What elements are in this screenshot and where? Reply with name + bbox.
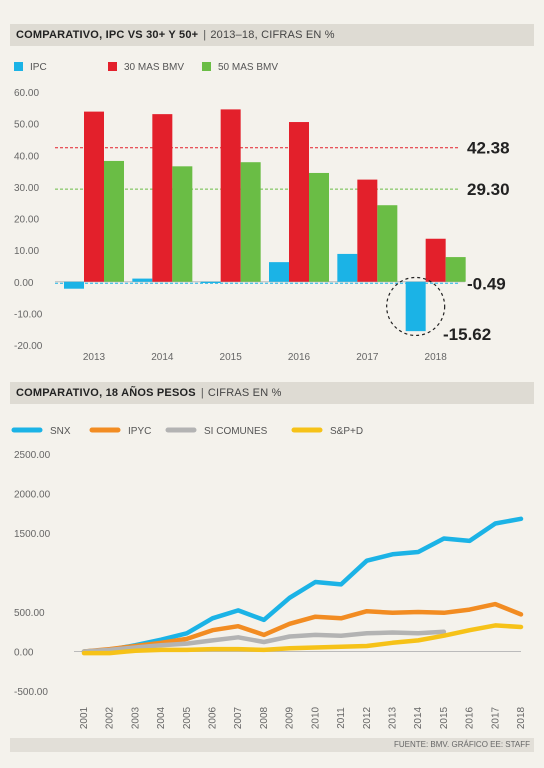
y-tick-label: 0.00	[14, 648, 34, 659]
bar-50-mas-bmv-2017	[377, 205, 398, 282]
reference-label: -0.49	[467, 274, 506, 293]
x-tick-label: 2015	[220, 352, 243, 363]
x-tick-label: 2014	[151, 352, 174, 363]
chart1-title: COMPARATIVO, IPC VS 30+ Y 50+	[16, 29, 199, 41]
x-tick-label: 2002	[105, 706, 116, 729]
y-tick-label: 40.00	[14, 151, 39, 162]
x-tick-label: 2016	[465, 706, 476, 729]
highlight-circle	[386, 276, 446, 337]
bar-ipc-2014	[132, 278, 153, 282]
x-tick-label: 2013	[387, 706, 398, 729]
chart1-subtitle: 2013–18, CIFRAS EN %	[210, 29, 335, 41]
legend-label: S&P+D	[330, 426, 363, 437]
bar-chart: IPC 30 MAS BMV 50 MAS BMV 60.00 50.00 40.00 30…	[14, 62, 510, 363]
series-line-si-comunes	[81, 629, 447, 654]
x-tick-label: 2004	[156, 706, 167, 729]
x-tick-label: 2006	[208, 706, 219, 729]
title-separator: |	[200, 387, 204, 399]
source-note: FUENTE: BMV. GRÁFICO EE: STAFF	[10, 738, 534, 752]
legend-label: SNX	[50, 426, 71, 437]
bar-30-mas-bmv-2013	[84, 111, 104, 282]
legend-swatch-30-mas-bmv	[108, 62, 117, 71]
y-tick-label: 2500.00	[14, 450, 51, 461]
title-separator: |	[203, 29, 207, 41]
bar-ipc-2016	[269, 262, 289, 282]
x-tick-label: 2010	[310, 706, 321, 729]
bar-30-mas-bmv-2016	[289, 122, 309, 282]
reference-label: 29.30	[467, 180, 510, 199]
x-tick-label: 2017	[490, 706, 501, 729]
bar-50-mas-bmv-2013	[104, 160, 124, 282]
series-line-snx	[81, 516, 524, 654]
y-tick-label: 2000.00	[14, 490, 51, 501]
y-tick-label: 500.00	[14, 608, 45, 619]
y-tick-label: 50.00	[14, 120, 39, 131]
y-tick-label: 10.00	[14, 246, 39, 257]
x-tick-label: 2001	[79, 706, 90, 729]
legend-swatch-50-mas-bmv	[202, 62, 211, 71]
y-tick-label: -500.00	[14, 687, 48, 698]
chart2-title-banner: COMPARATIVO, 18 AÑOS PESOS | CIFRAS EN %	[10, 382, 534, 404]
bar-50-mas-bmv-2014	[172, 166, 193, 282]
bar-50-mas-bmv-2018	[445, 257, 466, 282]
y-tick-label: -10.00	[14, 309, 43, 320]
bar-ipc-2015	[200, 281, 221, 284]
bar-50-mas-bmv-2016	[309, 172, 329, 282]
line-chart: SNX IPYC SI COMUNES S&P+D 2500.00 2000.00 1500…	[11, 426, 527, 729]
legend-label: 50 MAS BMV	[218, 62, 278, 73]
x-tick-label: 2005	[182, 706, 193, 729]
y-tick-label: 0.00	[14, 278, 34, 289]
y-tick-label: 1500.00	[14, 529, 51, 540]
series-line-s-p-d	[81, 623, 524, 656]
y-tick-label: 30.00	[14, 183, 39, 194]
annotation-label: -15.62	[443, 325, 491, 344]
y-tick-label: 60.00	[14, 88, 39, 99]
y-tick-label: -20.00	[14, 341, 43, 352]
x-tick-label: 2012	[362, 706, 373, 729]
legend-label: IPC	[30, 62, 47, 73]
bar-30-mas-bmv-2015	[220, 109, 241, 282]
reference-label: 42.38	[467, 139, 510, 158]
legend-swatch-ipc	[14, 62, 23, 71]
bar-ipc-2017	[337, 253, 358, 282]
bar-50-mas-bmv-2015	[240, 162, 261, 282]
chart2-title: COMPARATIVO, 18 AÑOS PESOS	[16, 387, 196, 399]
bar-ipc-2018	[405, 281, 426, 332]
legend-label: SI COMUNES	[204, 426, 268, 437]
x-tick-label: 2016	[288, 352, 311, 363]
chart2-subtitle: CIFRAS EN %	[207, 387, 282, 399]
bar-30-mas-bmv-2017	[357, 179, 378, 282]
x-tick-label: 2011	[336, 707, 347, 729]
y-tick-label: 20.00	[14, 215, 39, 226]
x-tick-label: 2015	[439, 706, 450, 729]
legend-label: 30 MAS BMV	[124, 62, 184, 73]
x-tick-label: 2017	[356, 352, 379, 363]
x-tick-label: 2009	[285, 706, 296, 729]
x-tick-label: 2003	[130, 706, 141, 729]
x-tick-label: 2008	[259, 706, 270, 729]
bar-30-mas-bmv-2014	[152, 114, 173, 282]
x-tick-label: 2018	[425, 352, 448, 363]
bar-30-mas-bmv-2018	[425, 238, 446, 282]
chart1-title-banner: COMPARATIVO, IPC VS 30+ Y 50+ | 2013–18,…	[10, 24, 534, 46]
x-tick-label: 2014	[413, 706, 424, 729]
x-tick-label: 2018	[516, 706, 527, 729]
x-tick-label: 2013	[83, 352, 106, 363]
bar-ipc-2013	[64, 281, 84, 289]
x-tick-label: 2007	[233, 706, 244, 729]
legend-label: IPYC	[128, 426, 151, 437]
